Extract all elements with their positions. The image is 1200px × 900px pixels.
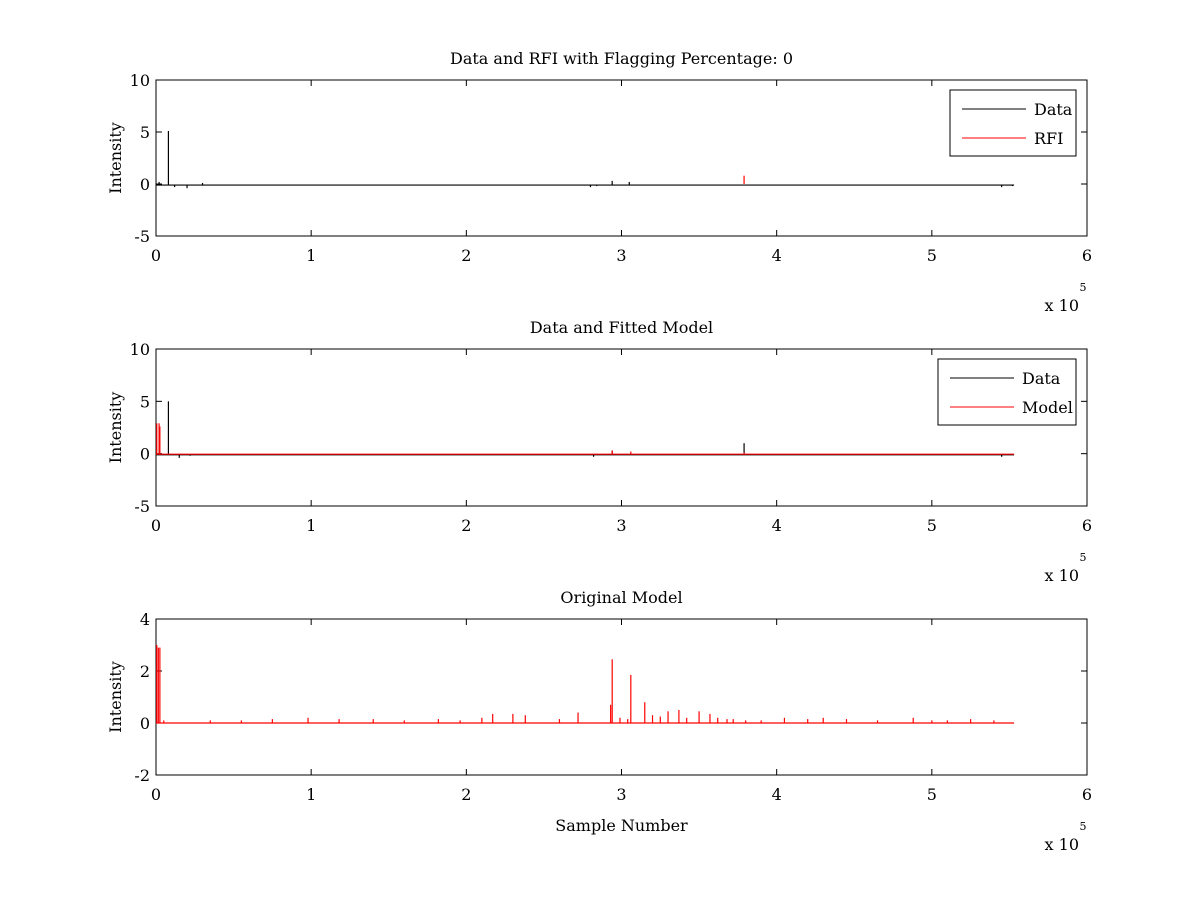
y-tick-label: 2 — [140, 662, 150, 681]
y-tick-label: 5 — [140, 123, 150, 142]
x-tick-label: 5 — [927, 516, 937, 535]
x-axis-label: Sample Number — [555, 816, 688, 835]
x-tick-label: 2 — [461, 246, 471, 265]
x-tick-label: 0 — [151, 785, 161, 804]
x-tick-label: 3 — [616, 246, 626, 265]
x-tick-label: 1 — [306, 246, 316, 265]
x-tick-label: 1 — [306, 516, 316, 535]
x-tick-label: 6 — [1082, 516, 1092, 535]
x-tick-label: 3 — [616, 516, 626, 535]
x-tick-label: 4 — [772, 785, 782, 804]
x-tick-label: 0 — [151, 516, 161, 535]
y-tick-label: -2 — [134, 766, 150, 785]
y-tick-label: 0 — [140, 175, 150, 194]
y-tick-label: 4 — [140, 610, 150, 629]
x-exponent-label: x 10 — [1045, 835, 1079, 854]
y-tick-label: -5 — [134, 497, 150, 516]
plot-area — [156, 645, 1015, 724]
y-tick-label: 0 — [140, 714, 150, 733]
x-tick-label: 4 — [772, 516, 782, 535]
y-tick-label: 0 — [140, 445, 150, 464]
legend-label-data: Data — [1022, 369, 1061, 388]
plot-area — [156, 401, 1015, 458]
x-tick-label: 1 — [306, 785, 316, 804]
y-tick-label: -5 — [134, 227, 150, 246]
series-model-group — [156, 645, 1015, 724]
y-tick-label: 10 — [130, 340, 150, 359]
chart-title: Data and RFI with Flagging Percentage: 0 — [450, 49, 793, 68]
series-model-group — [156, 423, 1015, 455]
x-tick-label: 4 — [772, 246, 782, 265]
legend-box — [949, 89, 1077, 157]
x-exponent-label: x 10 — [1045, 566, 1079, 585]
x-tick-label: 3 — [616, 785, 626, 804]
legend: Data Model — [937, 358, 1077, 426]
legend-label-data: Data — [1034, 100, 1073, 119]
x-tick-label: 6 — [1082, 246, 1092, 265]
y-axis-label: Intensity — [106, 122, 125, 194]
x-tick-label: 0 — [151, 246, 161, 265]
x-tick-label: 6 — [1082, 785, 1092, 804]
y-axis-label: Intensity — [106, 392, 125, 464]
x-exponent-label: x 10 — [1045, 296, 1079, 315]
series-data-group — [156, 130, 1015, 189]
x-tick-label: 5 — [927, 246, 937, 265]
chart-title: Original Model — [560, 588, 682, 607]
plot-area — [156, 130, 1015, 189]
legend-label-rfi: RFI — [1034, 129, 1063, 148]
axes-box — [155, 79, 1088, 237]
axes-box — [155, 348, 1088, 507]
x-tick-label: 2 — [461, 516, 471, 535]
legend-label-model: Model — [1022, 398, 1073, 417]
legend-box — [937, 358, 1077, 426]
x-tick-label: 2 — [461, 785, 471, 804]
y-tick-label: 10 — [130, 71, 150, 90]
axes-box — [155, 618, 1088, 776]
y-axis-label: Intensity — [106, 661, 125, 733]
x-exponent-power: 5 — [1080, 281, 1087, 294]
chart-title: Data and Fitted Model — [530, 318, 713, 337]
x-tick-label: 5 — [927, 785, 937, 804]
y-tick-label: 5 — [140, 392, 150, 411]
x-exponent-power: 5 — [1080, 551, 1087, 564]
legend: Data RFI — [949, 89, 1077, 157]
x-exponent-power: 5 — [1080, 820, 1087, 833]
